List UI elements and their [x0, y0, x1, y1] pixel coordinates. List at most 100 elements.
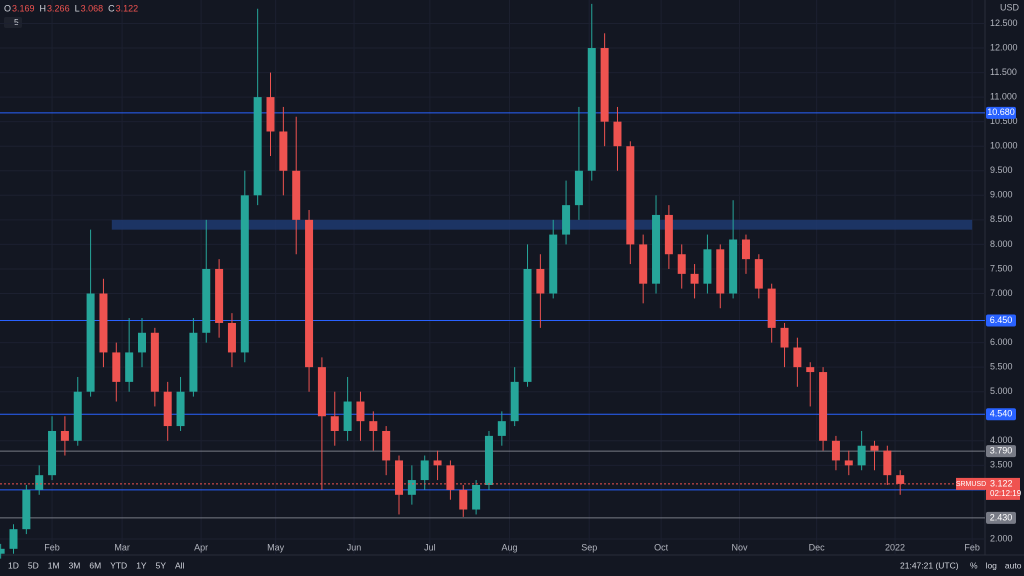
candle-body: [729, 239, 738, 294]
candle-body: [176, 391, 185, 427]
countdown: 02:12:19: [990, 489, 1022, 498]
currency: USD: [1000, 2, 1020, 12]
candle-body: [395, 460, 404, 495]
candle-body: [202, 268, 211, 333]
y-tick-label: 11.000: [990, 91, 1017, 101]
candle-body: [253, 97, 262, 196]
candle-body: [703, 249, 712, 284]
y-tick-label: 12.500: [990, 18, 1018, 28]
candle-body: [562, 205, 571, 235]
candle-body: [523, 268, 532, 382]
candle-body: [48, 430, 57, 476]
y-tick-label: 5.500: [990, 362, 1013, 372]
indicator-box[interactable]: [4, 17, 22, 28]
clock: 21:47:21 (UTC): [900, 560, 959, 570]
x-tick-label: Feb: [44, 542, 60, 552]
range-button[interactable]: 3M: [69, 560, 81, 570]
range-button[interactable]: 6M: [89, 560, 101, 570]
candle-body: [407, 480, 416, 495]
range-button[interactable]: 1Y: [136, 560, 147, 570]
candle-body: [510, 381, 519, 422]
y-tick-label: 3.500: [990, 460, 1013, 470]
candle-body: [574, 170, 583, 206]
range-button[interactable]: 1D: [8, 560, 19, 570]
candle-body: [150, 332, 159, 392]
candle-body: [163, 391, 172, 427]
option-button[interactable]: %: [970, 560, 978, 570]
y-tick-label: 8.500: [990, 214, 1013, 224]
candle-body: [896, 475, 905, 484]
range-button[interactable]: 5Y: [156, 560, 167, 570]
legend-value: 3.122: [116, 3, 139, 13]
candle-body: [73, 391, 82, 441]
candle-body: [343, 401, 352, 431]
candle-body: [125, 352, 134, 382]
last-price-tag: [986, 477, 1020, 500]
candle-body: [317, 367, 326, 417]
legend-key: H: [40, 3, 47, 13]
candle-body: [446, 465, 455, 490]
x-tick-label: May: [267, 542, 285, 552]
candle-body: [433, 460, 442, 466]
candle-body: [677, 254, 686, 274]
x-tick-label: Sep: [581, 542, 597, 552]
candle-body: [112, 352, 121, 382]
y-tick-label: 2.000: [990, 533, 1013, 543]
candle-body: [587, 48, 596, 171]
candle-body: [266, 97, 275, 132]
candle-body: [549, 234, 558, 294]
candle-body: [870, 445, 879, 451]
candle-body: [189, 332, 198, 392]
candle-body: [626, 146, 635, 245]
level-label: 2.430: [990, 512, 1013, 522]
level-tag: [986, 445, 1016, 458]
candle-body: [780, 327, 789, 348]
candle-body: [664, 214, 673, 255]
y-tick-label: 10.500: [990, 116, 1018, 126]
level-label: 4.540: [990, 409, 1013, 419]
legend-key: C: [108, 3, 115, 13]
candle-body: [472, 484, 481, 510]
candle-body: [793, 347, 802, 368]
candle-body: [497, 421, 506, 436]
candle-body: [844, 460, 853, 466]
candle-body: [883, 450, 892, 476]
candle-body: [86, 293, 95, 392]
candle-body: [857, 445, 866, 466]
x-tick-label: Mar: [114, 542, 130, 552]
x-tick-label: Nov: [732, 542, 749, 552]
option-button[interactable]: auto: [1005, 560, 1022, 570]
candle-body: [9, 529, 18, 549]
candle-body: [819, 372, 828, 441]
x-tick-label: Feb: [964, 542, 980, 552]
candle-body: [639, 244, 648, 284]
candle-body: [459, 489, 468, 510]
range-button[interactable]: 5D: [28, 560, 39, 570]
candle-body: [60, 430, 69, 441]
candle-body: [0, 548, 5, 554]
legend-key: L: [75, 3, 80, 13]
candle-body: [35, 475, 44, 490]
candle-body: [227, 322, 236, 353]
last-price-label: 3.122: [990, 478, 1013, 488]
y-tick-label: 4.000: [990, 435, 1013, 445]
candle-body: [716, 249, 725, 294]
level-tag: [986, 511, 1016, 524]
interval: 5: [14, 17, 19, 27]
range-button[interactable]: YTD: [110, 560, 127, 570]
candle-body: [484, 435, 493, 485]
y-tick-label: 11.500: [990, 67, 1017, 77]
candle-body: [420, 460, 429, 481]
range-button[interactable]: All: [175, 560, 185, 570]
range-button[interactable]: 1M: [48, 560, 60, 570]
candle-body: [305, 219, 314, 368]
y-tick-label: 5.000: [990, 386, 1013, 396]
candle-body: [754, 259, 763, 289]
y-tick-label: 9.500: [990, 165, 1013, 175]
y-tick-label: 12.000: [990, 42, 1018, 52]
y-tick-label: 6.000: [990, 337, 1013, 347]
candle-body: [279, 131, 288, 171]
legend-value: 3.266: [47, 3, 70, 13]
level-tag: [986, 106, 1016, 119]
option-button[interactable]: log: [986, 560, 998, 570]
